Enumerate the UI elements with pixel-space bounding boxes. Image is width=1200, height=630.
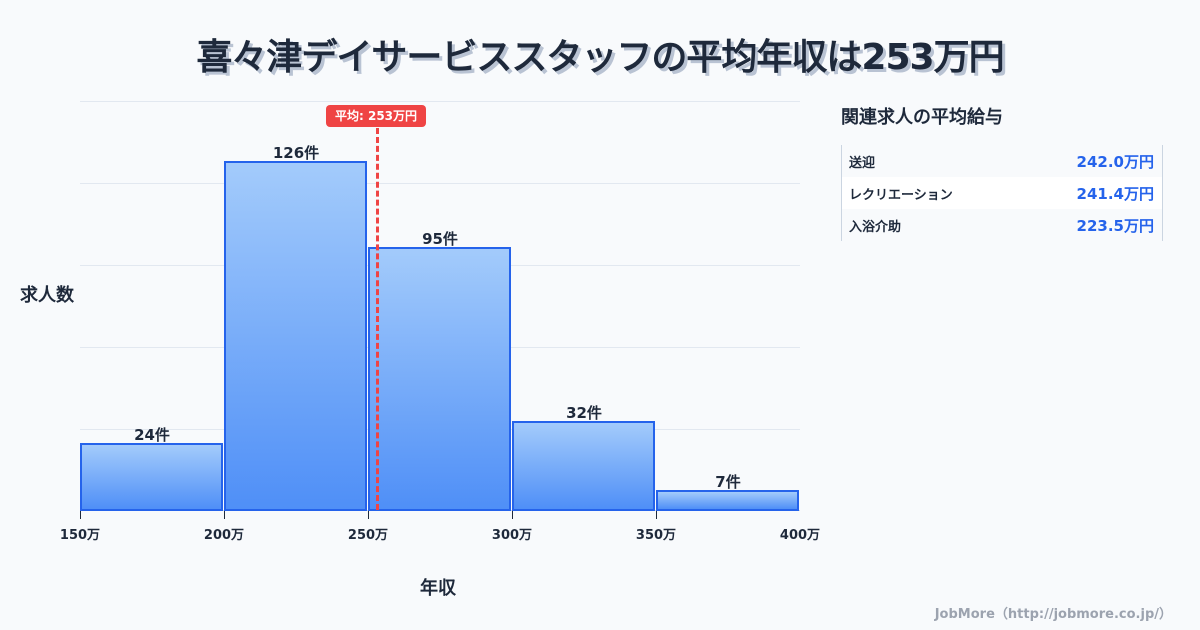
bar-value-label: 32件 (566, 404, 602, 422)
bar-150-200 (80, 443, 223, 511)
gridline (80, 101, 800, 102)
gridline (80, 183, 800, 184)
x-tick-label: 350万 (635, 528, 677, 543)
related-job-salary: 242.0万円 (1076, 152, 1154, 171)
bar-300-350 (512, 421, 655, 511)
bar-value-label: 95件 (422, 230, 458, 248)
related-job-name: 送迎 (849, 155, 876, 171)
x-tick-label: 300万 (491, 528, 533, 543)
footer-credit: JobMore（http://jobmore.co.jp/） (934, 607, 1172, 622)
related-row: 送迎 242.0万円 (842, 145, 1162, 177)
y-axis-label: 求人数 (20, 285, 74, 306)
related-salary-table: 送迎 242.0万円 レクリエーション 241.4万円 入浴介助 223.5万円 (841, 145, 1163, 241)
related-job-name: レクリエーション (849, 187, 953, 203)
bar-value-label: 24件 (134, 426, 170, 444)
related-row: 入浴介助 223.5万円 (842, 209, 1162, 241)
bar-250-300 (368, 247, 511, 511)
x-tick-label: 250万 (347, 528, 389, 543)
average-line (376, 128, 379, 510)
bar-350-400 (656, 490, 799, 511)
x-tick (224, 511, 225, 519)
x-tick (656, 511, 657, 519)
x-tick-label: 400万 (779, 528, 821, 543)
x-tick (368, 511, 369, 519)
average-badge: 平均: 253万円 (326, 105, 427, 127)
x-axis-label: 年収 (420, 578, 456, 599)
related-job-name: 入浴介助 (849, 219, 902, 235)
related-row: レクリエーション 241.4万円 (842, 177, 1162, 209)
x-tick-label: 200万 (203, 528, 245, 543)
page-title: 喜々津デイサービススタッフの平均年収は253万円 (196, 37, 1004, 78)
related-job-salary: 223.5万円 (1076, 216, 1154, 235)
histogram-chart: 求人数 年収 24件 126件 95件 32件 7件 150万 200万 250… (20, 101, 821, 599)
bar-value-label: 126件 (272, 144, 320, 162)
bar-value-label: 7件 (715, 473, 741, 491)
x-tick-label: 150万 (59, 528, 101, 543)
related-salary-title: 関連求人の平均給与 (841, 107, 1003, 128)
x-tick (80, 511, 81, 519)
bar-200-250 (224, 161, 367, 511)
x-tick (512, 511, 513, 519)
related-job-salary: 241.4万円 (1076, 184, 1154, 203)
